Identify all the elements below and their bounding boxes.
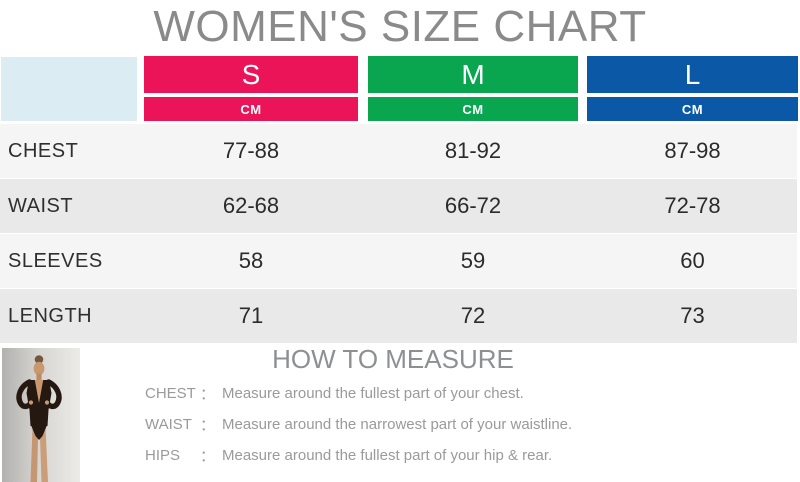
cell-value: 66-72 xyxy=(444,193,502,218)
model-plunge-neckline xyxy=(34,380,44,403)
table-row-waist: WAIST 62-68 66-72 72-78 xyxy=(0,179,797,233)
model-neck xyxy=(36,373,42,380)
row-label: WAIST xyxy=(8,195,74,217)
model-right-hand xyxy=(44,400,50,405)
how-to-measure-title: HOW TO MEASURE xyxy=(272,344,514,374)
model-bodysuit-bottom xyxy=(30,424,48,440)
cell-value: 71 xyxy=(238,303,264,328)
measure-text: Measure around the fullest part of your … xyxy=(222,385,524,402)
cell-value: 60 xyxy=(680,248,705,273)
model-hair-bun xyxy=(34,355,44,364)
cell-value: 58 xyxy=(238,248,264,273)
model-right-leg xyxy=(40,428,48,482)
cell-value: 72 xyxy=(460,303,486,328)
measure-text: Measure around the fullest part of your … xyxy=(222,447,553,464)
measure-text: Measure around the narrowest part of you… xyxy=(222,416,573,433)
cell-value: 77-88 xyxy=(222,138,280,163)
size-header-m: M xyxy=(368,56,578,93)
measure-colon: ： xyxy=(200,386,216,403)
cell-value: 81-92 xyxy=(444,138,502,163)
measure-label: CHEST xyxy=(145,385,196,402)
how-to-measure-list: CHEST： Measure around the fullest part of… xyxy=(145,378,572,471)
row-label: LENGTH xyxy=(8,305,93,327)
row-label: CHEST xyxy=(8,140,79,162)
model-photo xyxy=(2,348,80,482)
size-header-s: S xyxy=(144,56,358,93)
measure-label: WAIST xyxy=(145,416,192,433)
model-left-leg xyxy=(30,428,38,482)
measure-line-chest: CHEST： Measure around the fullest part of… xyxy=(145,378,572,409)
unit-cell-m: CM xyxy=(368,97,578,121)
unit-cell-s: CM xyxy=(144,97,358,121)
cell-value: 87-98 xyxy=(664,138,721,163)
cell-value: 72-78 xyxy=(664,193,721,218)
cell-value: 59 xyxy=(460,248,486,273)
table-corner-cell xyxy=(1,57,137,121)
size-header-l: L xyxy=(587,56,798,93)
measure-label: HIPS xyxy=(145,447,181,464)
cell-value: 73 xyxy=(680,303,705,328)
page-title: WOMEN'S SIZE CHART xyxy=(153,2,647,51)
row-label: SLEEVES xyxy=(8,250,103,272)
model-head xyxy=(33,361,45,376)
measure-line-waist: WAIST ： Measure around the narrowest part … xyxy=(145,409,572,440)
model-left-hand xyxy=(28,400,34,405)
table-row-chest: CHEST 77-88 81-92 87-98 xyxy=(0,124,797,178)
unit-cell-l: CM xyxy=(587,97,798,121)
cell-value: 62-68 xyxy=(222,193,280,218)
measure-colon: ： xyxy=(200,417,216,434)
model-photo-illustration xyxy=(2,348,80,482)
table-row-length: LENGTH 71 72 73 xyxy=(0,289,797,343)
measure-colon: ： xyxy=(200,448,216,465)
table-row-sleeves: SLEEVES 58 59 60 xyxy=(0,234,797,288)
measure-line-hips: HIPS ： Measure around the fullest part of … xyxy=(145,440,572,471)
